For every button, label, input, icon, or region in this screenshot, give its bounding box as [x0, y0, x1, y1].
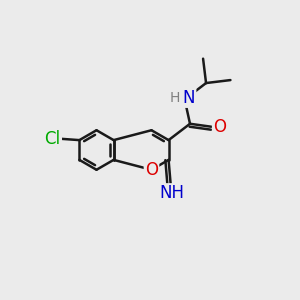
Text: N: N	[183, 88, 195, 106]
Text: Cl: Cl	[45, 130, 61, 148]
Text: O: O	[213, 118, 226, 136]
Text: H: H	[170, 91, 180, 105]
Text: O: O	[145, 161, 158, 179]
Text: NH: NH	[160, 184, 185, 202]
